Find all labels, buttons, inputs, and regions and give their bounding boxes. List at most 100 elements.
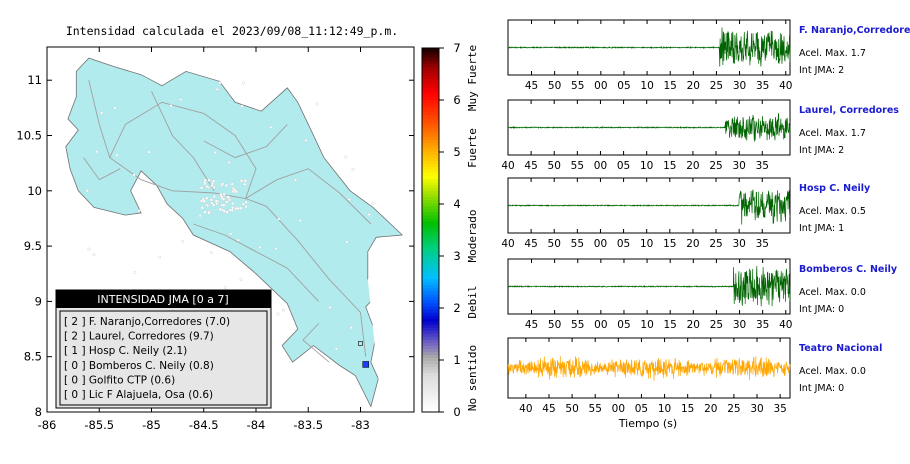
map-y-tick-label: 8.5 [24,350,42,364]
legend-box [55,289,272,409]
waveform-panel: 40 45 50 55 00 05 10 15 20 25 30 35 Laurel, Corredor… [501,99,899,172]
waveform-panel: 45 50 55 00 05 10 15 20 25 30 35 40 Bomberos C. Neil… [507,258,898,331]
colorbar-band [422,48,439,52]
station-dot [304,138,308,142]
station-dot [132,173,136,177]
waveform-panel: 40 45 50 55 00 05 10 15 20 25 30 35 Hosp C. Neily Ace… [501,177,871,250]
colorbar-band [422,281,439,286]
waveform-trace [507,356,791,381]
colorbar-tick-label: 7 [453,41,460,55]
waveform-tick-label: 40 [779,319,792,331]
colorbar-band [422,293,439,298]
colorbar-band [422,99,439,104]
colorbar-band [422,308,439,313]
colorbar-band [422,393,439,398]
station-intensity: Int JMA: 2 [799,65,844,76]
colorbar-band [422,214,439,219]
colorbar-tick-label: 2 [453,301,460,315]
colorbar-band [422,145,439,149]
colorbar-band [422,342,439,346]
station-dot [223,285,227,289]
colorbar-band [422,223,439,228]
station-dot [239,278,243,282]
station-dot [242,81,245,85]
station-dot [243,182,247,186]
waveform-tick-label: 00 [594,319,607,331]
station-accel: Acel. Max. 1.7 [799,128,866,139]
map-x-tick-label: -83 [351,418,370,432]
colorbar-band [422,345,439,349]
station-name: Hosp C. Neily [799,183,871,194]
map-y-tick-label: 10 [27,184,42,198]
waveform-tick-label: 05 [617,80,630,92]
waveform-tick-label: 15 [681,403,694,415]
station-dot [294,178,298,182]
colorbar-category-label: No sentido [466,345,479,411]
station-dot [133,271,137,275]
station-dot [179,98,183,101]
colorbar-band [422,129,439,134]
station-dot [222,197,226,201]
station-dot [213,150,217,154]
waveform-trace [507,189,791,225]
station-dot [210,201,214,205]
station-name: F. Naranjo,Corredores [799,25,910,36]
colorbar-band [422,278,439,283]
colorbar-band [422,87,439,92]
station-dot [221,182,225,186]
colorbar-band [422,123,439,128]
colorbar-tick-label: 3 [453,249,460,263]
colorbar-band [422,181,439,186]
traces-xlabel: Tiempo (s) [618,417,677,430]
colorbar-band [422,299,439,304]
station-dot [236,238,240,242]
colorbar-band [422,402,439,407]
waveform-tick-label: 35 [773,403,786,415]
colorbar-category-label: Moderado [466,210,479,263]
waveform-tick-label: 35 [756,319,769,331]
colorbar-band [422,226,439,231]
station-dot [209,198,213,202]
map-x-tick-label: -85.5 [84,418,114,432]
waveform-tick-label: 45 [542,403,555,415]
map-x-tick-label: -84.5 [189,418,219,432]
station-dot [210,250,214,254]
waveform-tick-label: 25 [709,238,722,250]
waveform-tick-label: 25 [727,403,740,415]
colorbar-band [422,81,439,85]
colorbar-band [422,311,439,316]
colorbar-band [422,296,439,301]
station-dot [212,179,216,183]
colorbar-band [422,169,439,173]
waveform-tick-label: 55 [571,238,584,250]
colorbar-band [422,211,439,216]
colorbar-band [422,230,439,234]
colorbar-band [422,260,439,264]
station-dot [95,150,99,154]
station-dot [227,160,231,164]
station-dot [215,87,219,91]
colorbar-band [422,357,439,362]
station-dot [147,150,151,154]
colorbar-band [422,387,439,392]
station-dot [349,326,353,330]
map-x-tick-label: -83.5 [293,418,323,432]
waveform-tick-label: 35 [756,160,769,172]
colorbar-band [422,175,439,180]
colorbar-band [422,72,439,76]
colorbar-band [422,193,439,198]
station-dot [214,199,218,203]
colorbar-band [422,84,439,89]
station-dot [115,153,119,157]
waveform-tick-label: 45 [524,160,537,172]
waveform-tick-label: 20 [704,403,717,415]
legend-title: INTENSIDAD JMA [0 a 7] [97,293,228,306]
colorbar-band [422,135,439,140]
waveform-tick-label: 50 [548,160,561,172]
colorbar-band [422,190,439,195]
station-dot [200,206,204,210]
waveform-tick-label: 25 [710,80,723,92]
colorbar-category-label: Muy Fuerte [466,45,479,111]
station-dot [225,210,229,214]
waveform-panel: 45 50 55 00 05 10 15 20 25 30 35 40 F. Naranjo,Corre… [507,19,910,92]
